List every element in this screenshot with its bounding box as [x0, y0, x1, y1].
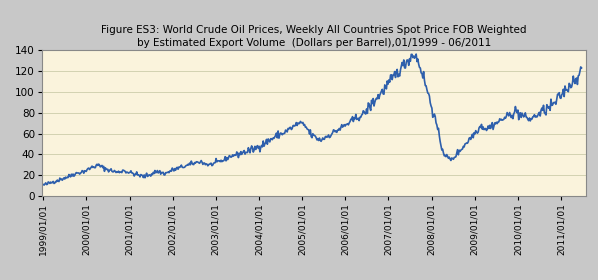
Title: Figure ES3: World Crude Oil Prices, Weekly All Countries Spot Price FOB Weighted: Figure ES3: World Crude Oil Prices, Week… [101, 25, 527, 48]
